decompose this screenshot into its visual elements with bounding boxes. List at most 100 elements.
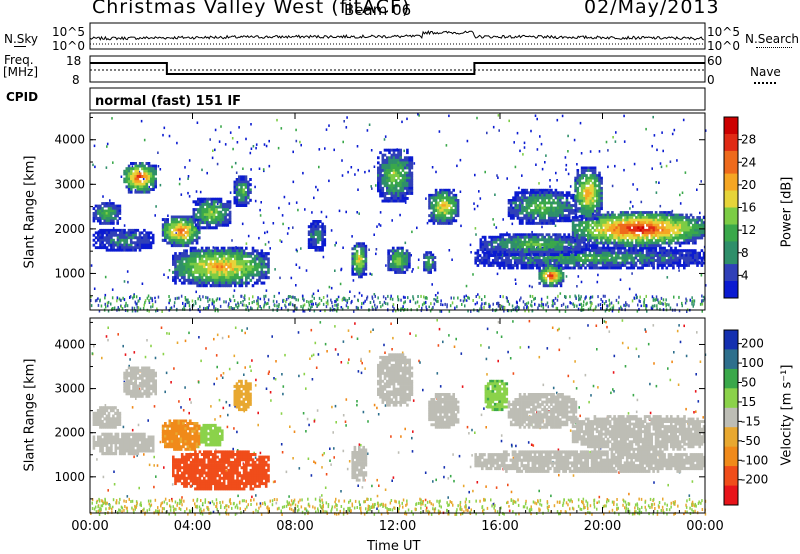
ground-scatter-pixel — [302, 297, 304, 301]
ground-scatter-pixel — [693, 299, 696, 303]
data-cell — [567, 211, 571, 215]
data-cell — [529, 259, 532, 262]
noise-pixel — [265, 144, 268, 148]
data-cell — [558, 243, 562, 247]
data-cell — [432, 214, 436, 218]
data-cell — [388, 197, 391, 200]
data-cell — [107, 233, 111, 237]
data-cell — [188, 228, 192, 232]
data-cell — [552, 211, 555, 215]
noise-pixel — [411, 230, 413, 234]
data-cell — [500, 259, 504, 262]
data-cell — [636, 249, 640, 253]
ground-scatter-pixel — [191, 299, 194, 303]
ground-scatter-pixel — [631, 299, 634, 303]
data-cell — [516, 259, 519, 262]
data-cell — [231, 260, 235, 264]
data-cell — [563, 235, 566, 239]
ground-scatter-pixel — [686, 299, 688, 303]
data-cell — [132, 231, 135, 235]
data-cell — [588, 266, 592, 270]
data-cell — [587, 221, 590, 225]
data-cell — [177, 215, 181, 219]
data-cell — [507, 259, 510, 262]
noise-pixel — [476, 116, 478, 120]
data-cell — [437, 214, 440, 218]
ground-scatter-pixel — [479, 307, 481, 311]
data-cell — [550, 188, 553, 192]
data-cell — [582, 239, 586, 242]
data-cell — [245, 284, 248, 288]
data-cell — [606, 246, 609, 250]
ground-scatter-pixel — [643, 298, 646, 301]
data-cell — [585, 245, 588, 249]
data-cell — [519, 248, 522, 252]
data-cell — [541, 193, 544, 197]
data-cell — [392, 194, 396, 198]
data-cell — [215, 223, 218, 227]
noise-pixel — [629, 200, 632, 204]
noise-pixel — [426, 221, 429, 225]
data-cell — [219, 213, 223, 217]
data-cell — [224, 210, 227, 214]
ground-scatter-pixel — [686, 310, 688, 313]
ground-scatter-pixel — [457, 296, 459, 300]
data-cell — [316, 225, 320, 229]
data-cell — [696, 261, 699, 265]
data-cell — [547, 284, 550, 288]
data-cell — [652, 259, 655, 262]
data-cell — [215, 210, 218, 214]
data-cell — [225, 278, 228, 282]
data-cell — [507, 199, 511, 202]
data-cell — [425, 253, 428, 257]
data-cell — [226, 208, 230, 212]
data-cell — [534, 243, 538, 247]
data-cell — [494, 245, 498, 249]
data-cell — [125, 175, 129, 178]
data-cell — [554, 245, 557, 249]
data-cell — [614, 266, 618, 270]
data-cell — [381, 176, 385, 180]
noise-pixel — [254, 199, 257, 203]
ground-scatter-pixel — [276, 300, 278, 304]
data-cell — [121, 231, 124, 235]
ground-scatter-pixel — [315, 302, 317, 306]
ground-scatter-pixel — [531, 295, 534, 298]
data-cell — [379, 151, 382, 155]
data-cell — [179, 218, 183, 222]
data-cell — [351, 272, 354, 276]
data-cell — [408, 171, 411, 175]
data-cell — [543, 240, 546, 244]
data-cell — [180, 281, 184, 285]
data-cell — [678, 261, 682, 265]
data-cell — [174, 273, 177, 277]
data-cell — [556, 219, 560, 223]
data-cell — [547, 264, 550, 268]
data-cell — [358, 242, 361, 246]
data-cell — [549, 274, 552, 278]
data-cell — [450, 211, 453, 215]
data-cell — [542, 279, 546, 283]
data-cell — [116, 228, 120, 232]
data-cell — [186, 223, 190, 227]
data-cell — [191, 215, 194, 219]
data-cell — [253, 281, 257, 285]
data-cell — [523, 240, 527, 244]
ground-scatter-pixel — [489, 304, 491, 308]
data-cell — [351, 252, 354, 256]
data-cell — [604, 246, 607, 250]
ground-scatter-pixel — [211, 302, 213, 306]
data-cell — [522, 261, 526, 265]
ground-scatter-pixel — [390, 294, 392, 298]
noise-pixel — [346, 301, 348, 304]
data-cell — [500, 261, 504, 265]
data-cell — [198, 284, 202, 288]
data-cell — [553, 261, 556, 265]
ground-scatter-pixel — [374, 294, 376, 298]
ground-scatter-pixel — [453, 296, 455, 300]
data-cell — [502, 261, 506, 265]
data-cell — [224, 223, 227, 227]
data-cell — [358, 267, 361, 271]
data-cell — [567, 193, 571, 197]
data-cell — [358, 244, 361, 248]
